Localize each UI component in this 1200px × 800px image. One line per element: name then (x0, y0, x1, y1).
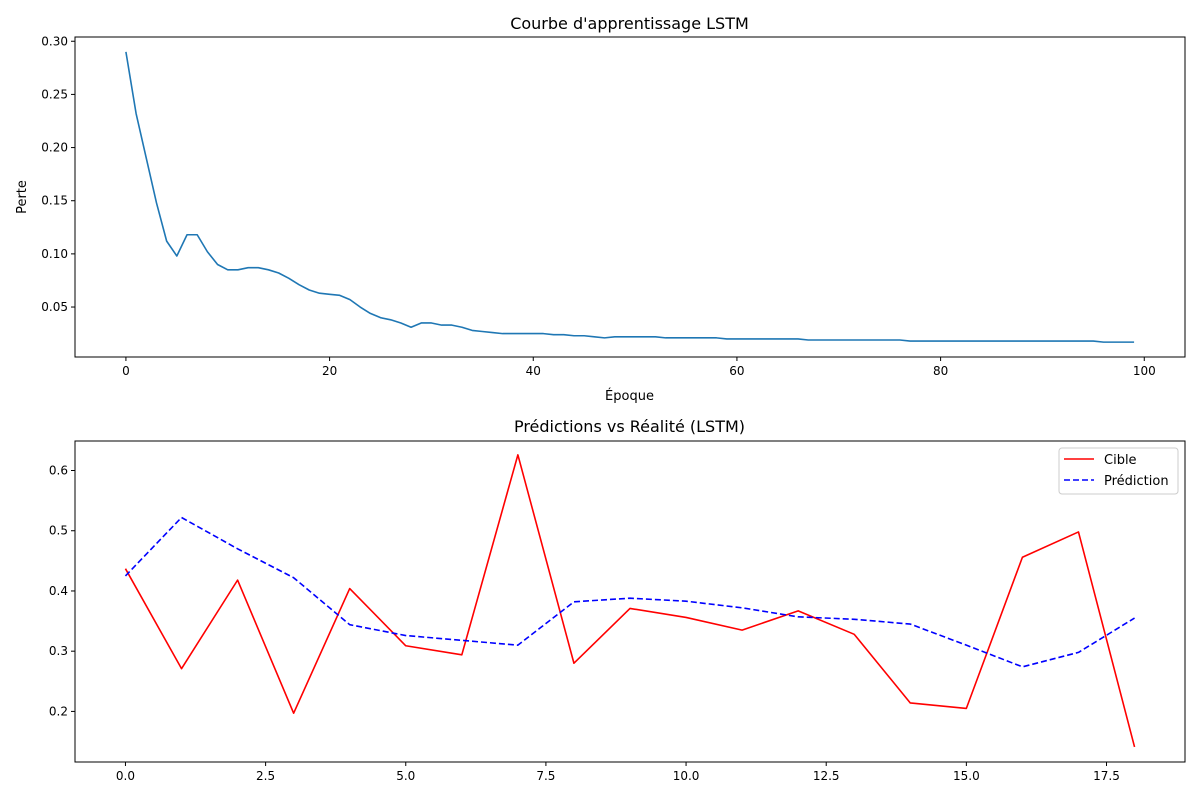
loss-xtick-label: 100 (1133, 364, 1156, 378)
loss-chart-title: Courbe d'apprentissage LSTM (510, 14, 749, 33)
loss-xtick-label: 80 (933, 364, 948, 378)
prediction-xtick-label: 17.5 (1093, 769, 1120, 783)
loss-xtick-label: 20 (322, 364, 337, 378)
prediction-xtick-label: 7.5 (536, 769, 555, 783)
prediction-chart-ticks: 0.0 2.5 5.0 7.5 10.0 12.5 15.0 17.5 0.2 0.3 0.4 0.5… (49, 464, 1120, 783)
loss-ytick-label: 0.25 (41, 87, 68, 101)
loss-ytick-label: 0.30 (41, 34, 68, 48)
loss-xtick-label: 40 (526, 364, 541, 378)
loss-ytick-label: 0.20 (41, 141, 68, 155)
loss-ytick-label: 0.05 (41, 300, 68, 314)
loss-chart-ticks: 0 20 40 60 80 100 0.05 0.10 0.15 0.20 0.25 0.30 (41, 34, 1155, 378)
prediction-chart-title: Prédictions vs Réalité (LSTM) (514, 417, 745, 436)
loss-chart-series (125, 51, 1135, 343)
loss-chart-xlabel: Époque (605, 388, 654, 404)
prediction-chart-axes-frame (74, 440, 1186, 763)
prediction-ytick-label: 0.5 (49, 524, 68, 538)
prediction-series-line-cible (124, 454, 1136, 748)
loss-ytick-label: 0.15 (41, 194, 68, 208)
prediction-ytick-label: 0.4 (49, 584, 68, 598)
loss-series-line-0 (125, 51, 1135, 343)
prediction-chart-legend: Cible Prédiction (1058, 447, 1179, 495)
prediction-ytick-label: 0.3 (49, 644, 68, 658)
legend-label-cible: Cible (1104, 453, 1137, 468)
loss-xtick-label: 0 (122, 364, 130, 378)
loss-chart-ylabel: Perte (15, 180, 30, 214)
loss-curve-chart: Courbe d'apprentissage LSTM Époque Perte… (15, 14, 1186, 404)
prediction-xtick-label: 10.0 (673, 769, 700, 783)
prediction-series-line-pr-diction (124, 516, 1135, 668)
legend-label-prediction: Prédiction (1104, 474, 1169, 489)
prediction-xtick-label: 0.0 (116, 769, 135, 783)
prediction-xtick-label: 12.5 (813, 769, 840, 783)
prediction-chart: Prédictions vs Réalité (LSTM) 0.0 2.5 5.0 7… (49, 417, 1186, 783)
loss-ytick-label: 0.10 (41, 247, 68, 261)
prediction-ytick-label: 0.2 (49, 704, 68, 718)
loss-xtick-label: 60 (729, 364, 744, 378)
prediction-xtick-label: 2.5 (256, 769, 275, 783)
prediction-xtick-label: 5.0 (396, 769, 415, 783)
prediction-chart-series (124, 454, 1136, 748)
prediction-xtick-label: 15.0 (953, 769, 980, 783)
loss-chart-axes-frame (74, 36, 1186, 358)
prediction-ytick-label: 0.6 (49, 464, 68, 478)
